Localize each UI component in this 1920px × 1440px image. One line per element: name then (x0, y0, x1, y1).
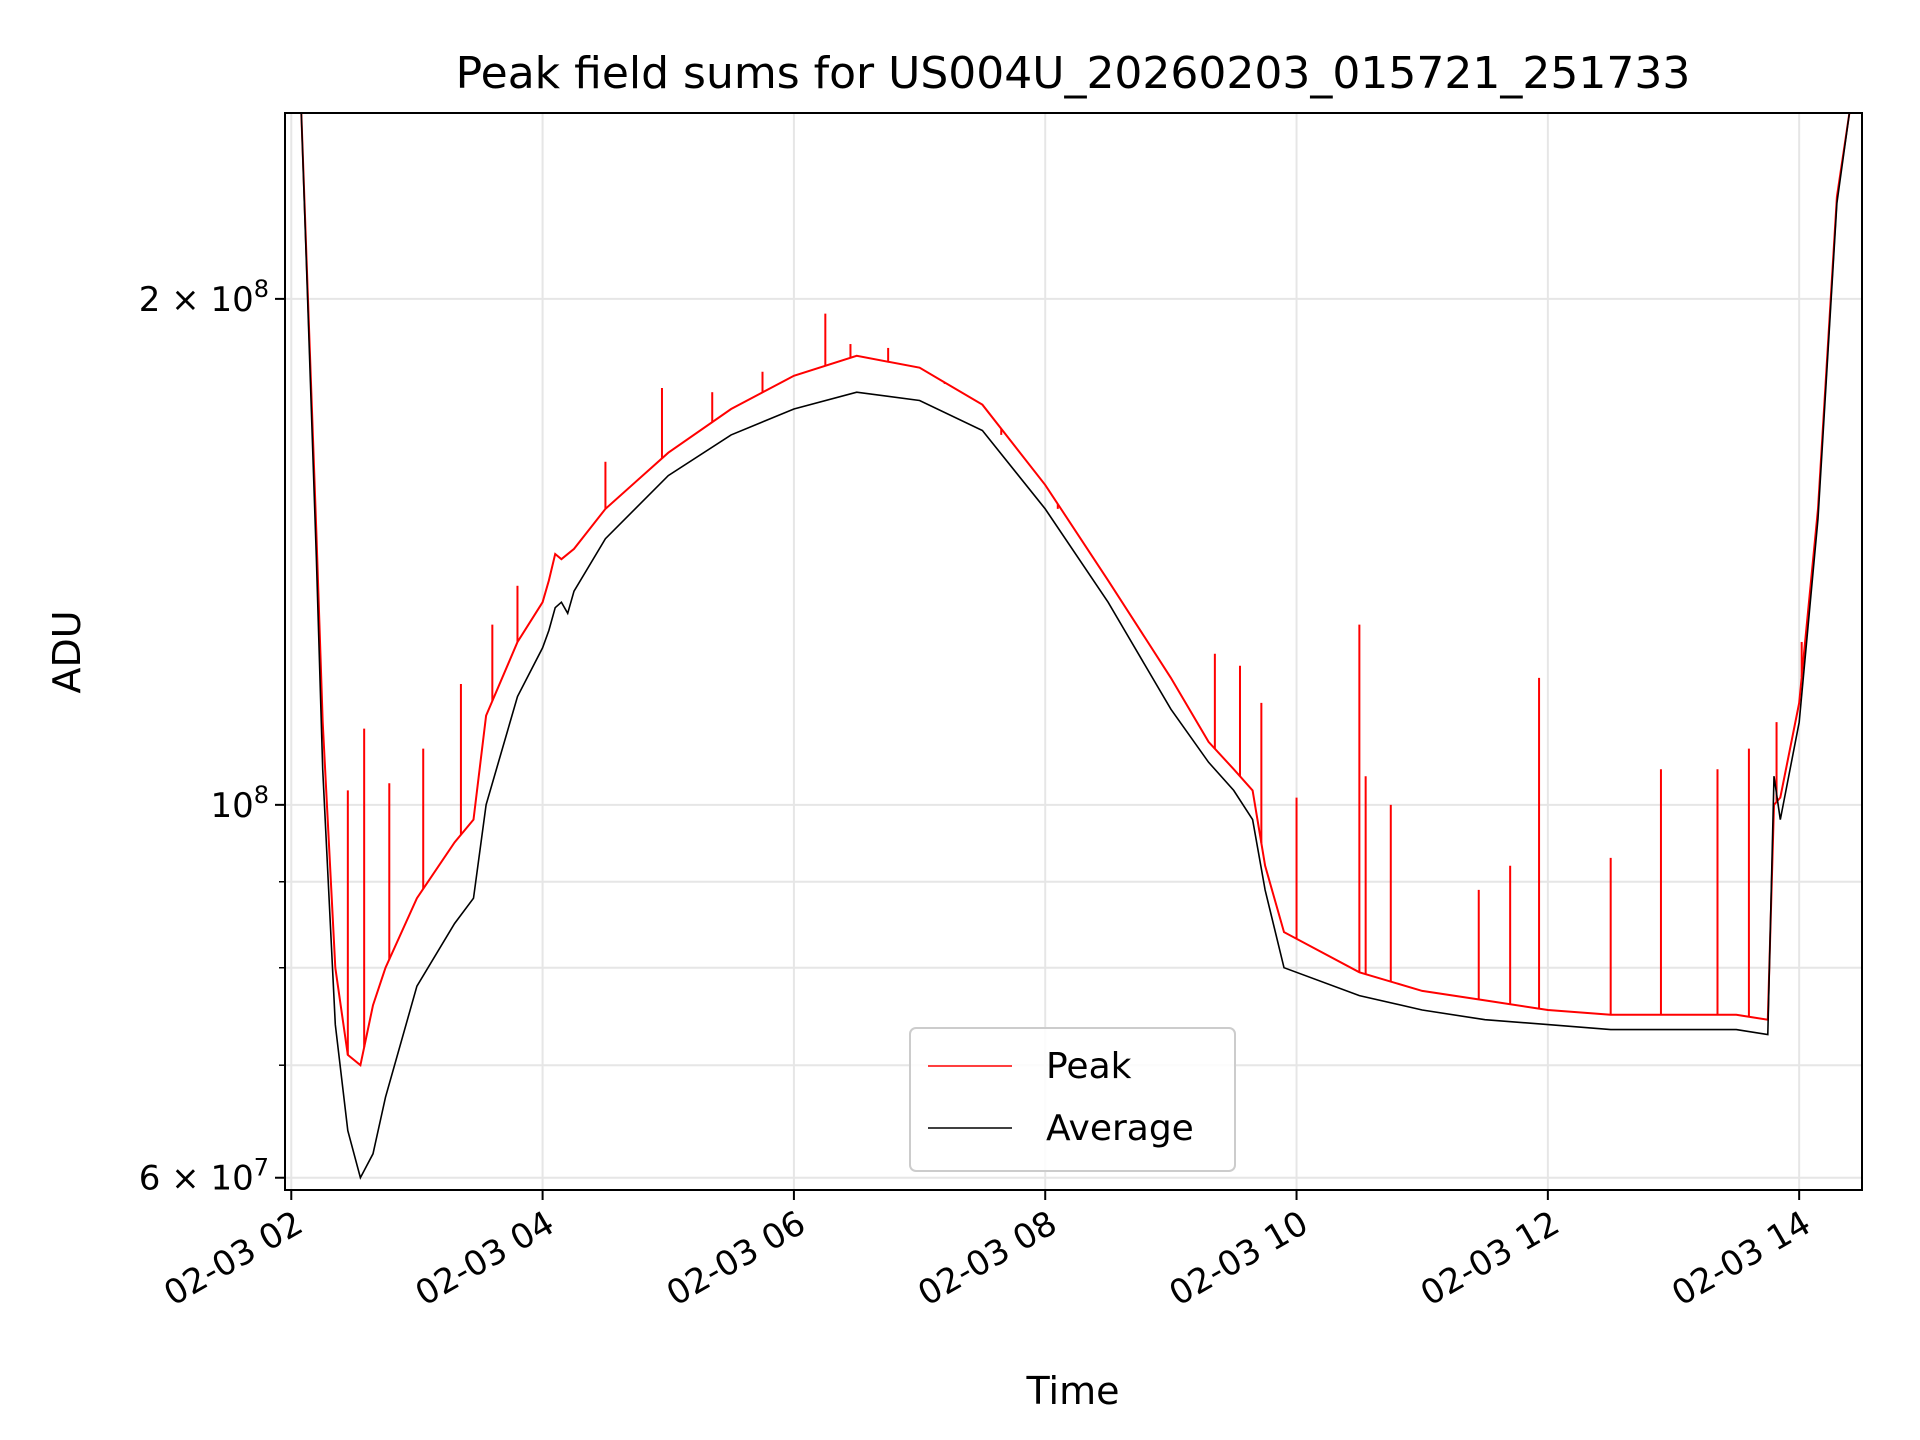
legend-box (909, 1027, 1236, 1172)
y-axis-label: ADU (45, 610, 89, 693)
plot-frame (284, 112, 1863, 1191)
y-tick-base: 10 (210, 786, 253, 826)
legend: Peak Average (909, 1027, 1236, 1172)
y-tick-base: 2 × 10 (139, 280, 254, 320)
y-tick-exponent: 7 (254, 1154, 269, 1182)
legend-label-average: Average (1046, 1108, 1194, 1149)
y-tick-label: 2 × 108 (139, 275, 269, 320)
series-layer (300, 113, 1851, 1180)
series-line-average (300, 113, 1851, 1180)
y-tick-exponent: 8 (254, 275, 269, 303)
series-line-peak (300, 113, 1851, 1068)
chart-title: Peak field sums for US004U_20260203_0157… (456, 48, 1691, 99)
y-tick-label: 6 × 107 (139, 1154, 269, 1199)
series-group (300, 113, 1851, 1180)
y-tick-base: 6 × 10 (139, 1159, 254, 1199)
y-tick-exponent: 8 (254, 781, 269, 809)
legend-label-peak: Peak (1046, 1046, 1132, 1087)
y-tick-label: 108 (210, 781, 269, 826)
x-axis-label: Time (1026, 1369, 1120, 1413)
plot-background (285, 113, 1862, 1190)
